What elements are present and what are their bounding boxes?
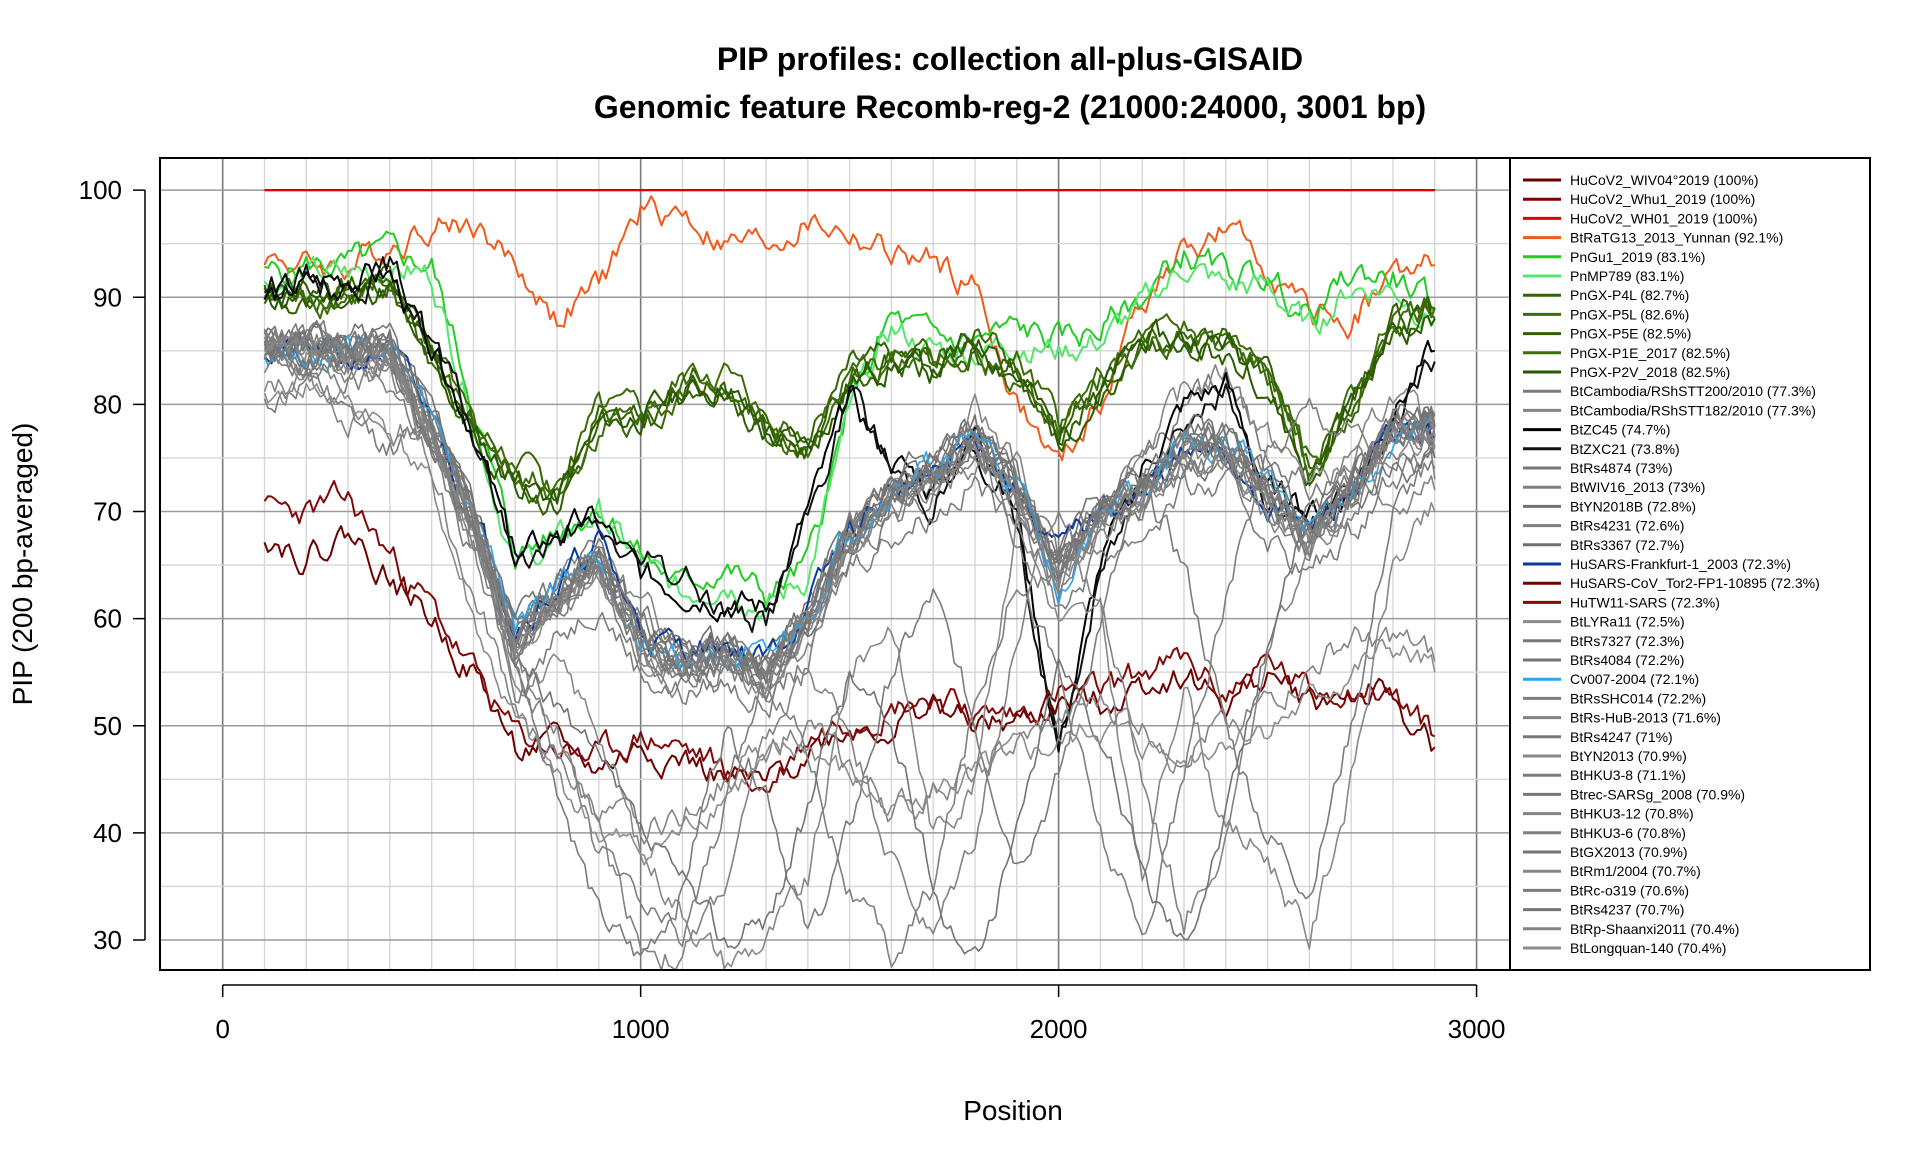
legend-label: BtRs7327 (72.3%) [1570, 633, 1684, 649]
legend-label: BtHKU3-6 (70.8%) [1570, 825, 1686, 841]
y-tick-label: 90 [93, 282, 122, 312]
series-line [263, 328, 1436, 968]
y-axis-label: PIP (200 bp-averaged) [7, 423, 38, 706]
series-line [263, 355, 1436, 719]
chart-title: PIP profiles: collection all-plus-GISAID [717, 41, 1303, 77]
grid-lines [160, 158, 1510, 970]
legend-label: BtRs-HuB-2013 (71.6%) [1570, 710, 1721, 726]
legend-label: BtRs4874 (73%) [1570, 460, 1673, 476]
legend-label: BtHKU3-12 (70.8%) [1570, 806, 1694, 822]
legend-label: BtRs4237 (70.7%) [1570, 902, 1684, 918]
legend-label: BtRsSHC014 (72.2%) [1570, 690, 1706, 706]
series-line [263, 273, 1435, 502]
series-lines [263, 189, 1436, 971]
series-line [263, 330, 1436, 970]
legend-label: BtYN2018B (72.8%) [1570, 498, 1696, 514]
x-axis: 0 1000 2000 3000 [215, 984, 1506, 1044]
legend-label: PnMP789 (83.1%) [1570, 268, 1684, 284]
legend-label: BtRm1/2004 (70.7%) [1570, 863, 1701, 879]
legend-label: BtRp-Shaanxi2011 (70.4%) [1570, 921, 1739, 937]
legend-label: BtYN2013 (70.9%) [1570, 748, 1687, 764]
legend-label: HuTW11-SARS (72.3%) [1570, 594, 1720, 610]
series-line [263, 525, 1436, 782]
y-tick-label: 50 [93, 711, 122, 741]
series-line [264, 323, 1435, 673]
legend-label: HuCoV2_WIV04°2019 (100%) [1570, 172, 1758, 188]
legend-box [1509, 157, 1871, 971]
legend-label: BtLongquan-140 (70.4%) [1570, 940, 1726, 956]
y-tick-label: 40 [93, 818, 122, 848]
series-line [263, 337, 1436, 955]
legend-label: BtRs4084 (72.2%) [1570, 652, 1684, 668]
legend-label: BtRs4247 (71%) [1570, 729, 1673, 745]
legend-label: BtZC45 (74.7%) [1570, 422, 1670, 438]
series-line [263, 381, 1436, 866]
y-tick-label: 80 [93, 389, 122, 419]
y-tick-label: 60 [93, 604, 122, 634]
x-tick-label: 3000 [1448, 1014, 1506, 1044]
legend-label: BtZXC21 (73.8%) [1570, 441, 1680, 457]
x-tick-label: 2000 [1030, 1014, 1088, 1044]
legend-label: Cv007-2004 (72.1%) [1570, 671, 1699, 687]
legend-label: HuCoV2_Whu1_2019 (100%) [1570, 191, 1755, 207]
legend-label: PnGX-P1E_2017 (82.5%) [1570, 345, 1730, 361]
legend-label: PnGX-P5L (82.6%) [1570, 306, 1689, 322]
x-axis-label: Position [963, 1095, 1063, 1126]
legend-label: BtLYRa11 (72.5%) [1570, 614, 1685, 630]
legend-label: BtRs3367 (72.7%) [1570, 537, 1684, 553]
legend: HuCoV2_WIV04°2019 (100%) HuCoV2_Whu1_2019… [1523, 172, 1820, 956]
legend-label: HuSARS-CoV_Tor2-FP1-10895 (72.3%) [1570, 575, 1820, 591]
y-tick-label: 30 [93, 925, 122, 955]
series-line [263, 195, 1435, 462]
legend-label: BtCambodia/RShSTT182/2010 (77.3%) [1570, 402, 1816, 418]
legend-label: BtRs4231 (72.6%) [1570, 518, 1684, 534]
legend-label: BtRaTG13_2013_Yunnan (92.1%) [1570, 230, 1783, 246]
legend-label: PnGX-P4L (82.7%) [1570, 287, 1689, 303]
x-tick-label: 1000 [612, 1014, 670, 1044]
legend-label: HuCoV2_WH01_2019 (100%) [1570, 210, 1758, 226]
x-tick-label: 0 [215, 1014, 229, 1044]
y-tick-label: 70 [93, 497, 122, 527]
series-line [263, 319, 1436, 957]
legend-label: Btrec-SARSg_2008 (70.9%) [1570, 786, 1745, 802]
legend-label: BtWIV16_2013 (73%) [1570, 479, 1705, 495]
series-line [263, 262, 1435, 753]
series-line [263, 322, 1436, 683]
legend-label: BtCambodia/RShSTT200/2010 (77.3%) [1570, 383, 1816, 399]
chart-subtitle: Genomic feature Recomb-reg-2 (21000:2400… [594, 89, 1426, 125]
series-line [263, 256, 1436, 750]
legend-label: PnGu1_2019 (83.1%) [1570, 249, 1705, 265]
legend-label: PnGX-P5E (82.5%) [1570, 326, 1691, 342]
legend-label: PnGX-P2V_2018 (82.5%) [1570, 364, 1730, 380]
series-line [263, 328, 1436, 971]
legend-label: HuSARS-Frankfurt-1_2003 (72.3%) [1570, 556, 1791, 572]
series-line [263, 327, 1436, 675]
legend-label: BtRc-o319 (70.6%) [1570, 882, 1689, 898]
y-axis: 30 40 50 60 70 80 90 100 [79, 175, 146, 955]
y-tick-label: 100 [79, 175, 122, 205]
legend-label: BtGX2013 (70.9%) [1570, 844, 1688, 860]
series-line [263, 332, 1436, 679]
legend-label: BtHKU3-8 (71.1%) [1570, 767, 1686, 783]
